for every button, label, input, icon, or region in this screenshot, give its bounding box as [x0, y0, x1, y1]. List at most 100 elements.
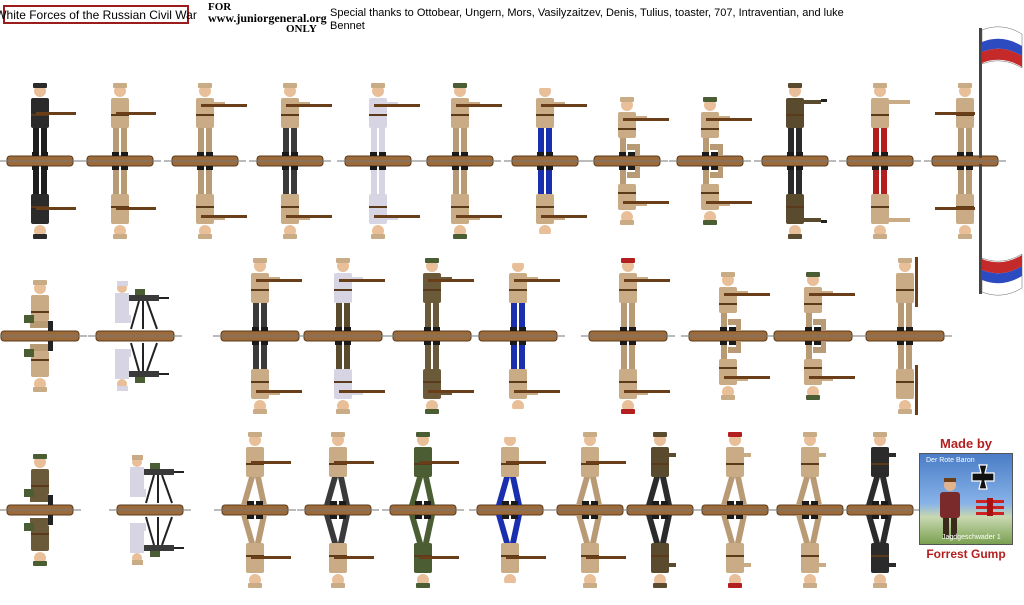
thanks-text: Special thanks to Ottobear, Ungern, Mors…	[330, 7, 844, 32]
soldier-kneel-icon	[719, 272, 770, 331]
soldier-sitting-icon	[24, 341, 53, 392]
soldier-march-icon	[241, 515, 291, 588]
soldier-advance-icon	[576, 432, 626, 505]
figure-3-7	[549, 432, 631, 588]
sailor-aim-icon	[509, 258, 560, 331]
soldier-charge-icon	[796, 432, 826, 505]
soldier-aim-icon	[251, 341, 302, 414]
soldier-march-icon	[241, 432, 291, 505]
figure-3-10	[769, 432, 851, 588]
soldier-advance-icon	[409, 432, 459, 505]
soldier-crouch-icon	[24, 454, 53, 505]
author-name: Forrest Gump	[926, 547, 1006, 561]
sailor-aim-icon	[509, 341, 560, 414]
soldier-aim-icon	[451, 83, 502, 156]
soldier-charge-icon	[646, 432, 676, 505]
figure-3-1	[0, 454, 81, 566]
figure-1-1	[0, 83, 81, 239]
soldier-crouch-icon	[24, 515, 53, 566]
flag-bearer-icon	[935, 26, 1023, 158]
soldier-rifle-icon	[111, 83, 156, 156]
soldier-sitting-icon	[24, 280, 53, 331]
soldier-advance-icon	[576, 515, 626, 588]
soldier-kneel-icon	[701, 97, 752, 156]
figure-2-5	[385, 258, 479, 414]
site-url: www.juniorgeneral.org	[208, 11, 327, 25]
figure-1-9	[669, 97, 752, 225]
officer-pointing-icon	[871, 166, 910, 239]
soldier-advance-icon	[409, 515, 459, 588]
officer-pistol-icon	[786, 83, 827, 156]
figure-3-8	[619, 432, 701, 588]
soldier-aim-icon	[423, 341, 474, 414]
soldier-aim-icon	[281, 83, 332, 156]
soldier-kneel-icon	[701, 166, 752, 225]
soldier-rifle-icon	[31, 83, 76, 156]
soldier-aim-icon	[619, 341, 670, 414]
soldier-aim-icon	[369, 83, 420, 156]
figure-1-2	[79, 83, 161, 239]
machine-gun-crew-icon	[130, 516, 184, 565]
site-credit: FOR www.juniorgeneral.org ONLY	[208, 2, 327, 35]
figure-1-7	[504, 83, 587, 239]
machine-gun-crew-icon	[115, 342, 169, 391]
soldier-charge-icon	[646, 515, 676, 588]
for-label: FOR	[208, 1, 232, 13]
figure-2-6	[471, 258, 565, 414]
soldier-aim-icon	[451, 166, 502, 239]
figure-1-5	[337, 83, 420, 239]
figure-2-2	[88, 281, 182, 391]
soldier-aim-icon	[196, 166, 247, 239]
figure-2-8	[681, 272, 775, 400]
soldier-march-icon	[324, 515, 374, 588]
soldier-charge-icon	[796, 515, 826, 588]
figure-2-9	[766, 272, 860, 400]
soldier-charge-icon	[721, 515, 751, 588]
soldier-rifle-icon	[111, 166, 156, 239]
soldier-charge-icon	[866, 432, 896, 505]
figure-3-9	[694, 432, 776, 588]
figure-1-6	[419, 83, 502, 239]
soldier-aim-icon	[334, 341, 385, 414]
officer-pointing-icon	[871, 83, 910, 156]
sailor-advance-icon	[496, 432, 546, 505]
sailor-aim-icon	[536, 166, 587, 239]
triplane-icon	[976, 498, 1004, 516]
figure-3-6	[469, 432, 551, 588]
maker-avatar: Der Rote Baron Jagdgeschwader 1	[919, 453, 1013, 545]
sailor-advance-icon	[496, 515, 546, 588]
figure-2-1	[0, 280, 87, 392]
soldier-aim-icon	[369, 166, 420, 239]
soldier-aim-icon	[251, 258, 302, 331]
figure-1-12	[924, 26, 1023, 296]
soldier-kneel-icon	[618, 97, 669, 156]
figure-2-3	[213, 258, 307, 414]
figure-1-4	[249, 83, 332, 239]
soldier-charge-icon	[866, 515, 896, 588]
soldier-aim-icon	[423, 258, 474, 331]
figure-3-11	[839, 432, 921, 588]
iron-cross-icon	[971, 464, 995, 490]
figure-2-10	[858, 257, 952, 415]
soldier-march-icon	[324, 432, 374, 505]
only-label: ONLY	[286, 23, 317, 35]
soldier-kneel-icon	[804, 341, 855, 400]
figure-1-10	[754, 83, 836, 239]
soldier-aim-icon	[281, 166, 332, 239]
officer-pistol-icon	[786, 166, 827, 239]
soldier-rifle-icon	[31, 166, 76, 239]
figure-1-11	[839, 83, 921, 239]
sailor-aim-icon	[536, 83, 587, 156]
figure-1-3	[164, 83, 247, 239]
soldier-charge-icon	[721, 432, 751, 505]
soldier-kneel-icon	[719, 341, 770, 400]
made-by-label: Made by	[939, 436, 992, 451]
soldier-kneel-icon	[804, 272, 855, 331]
figure-1-8	[586, 97, 669, 225]
soldier-aim-icon	[334, 258, 385, 331]
figure-3-2	[109, 455, 191, 565]
soldier-kneel-icon	[618, 166, 669, 225]
machine-gun-crew-icon	[115, 281, 169, 330]
figure-2-7	[581, 258, 675, 414]
